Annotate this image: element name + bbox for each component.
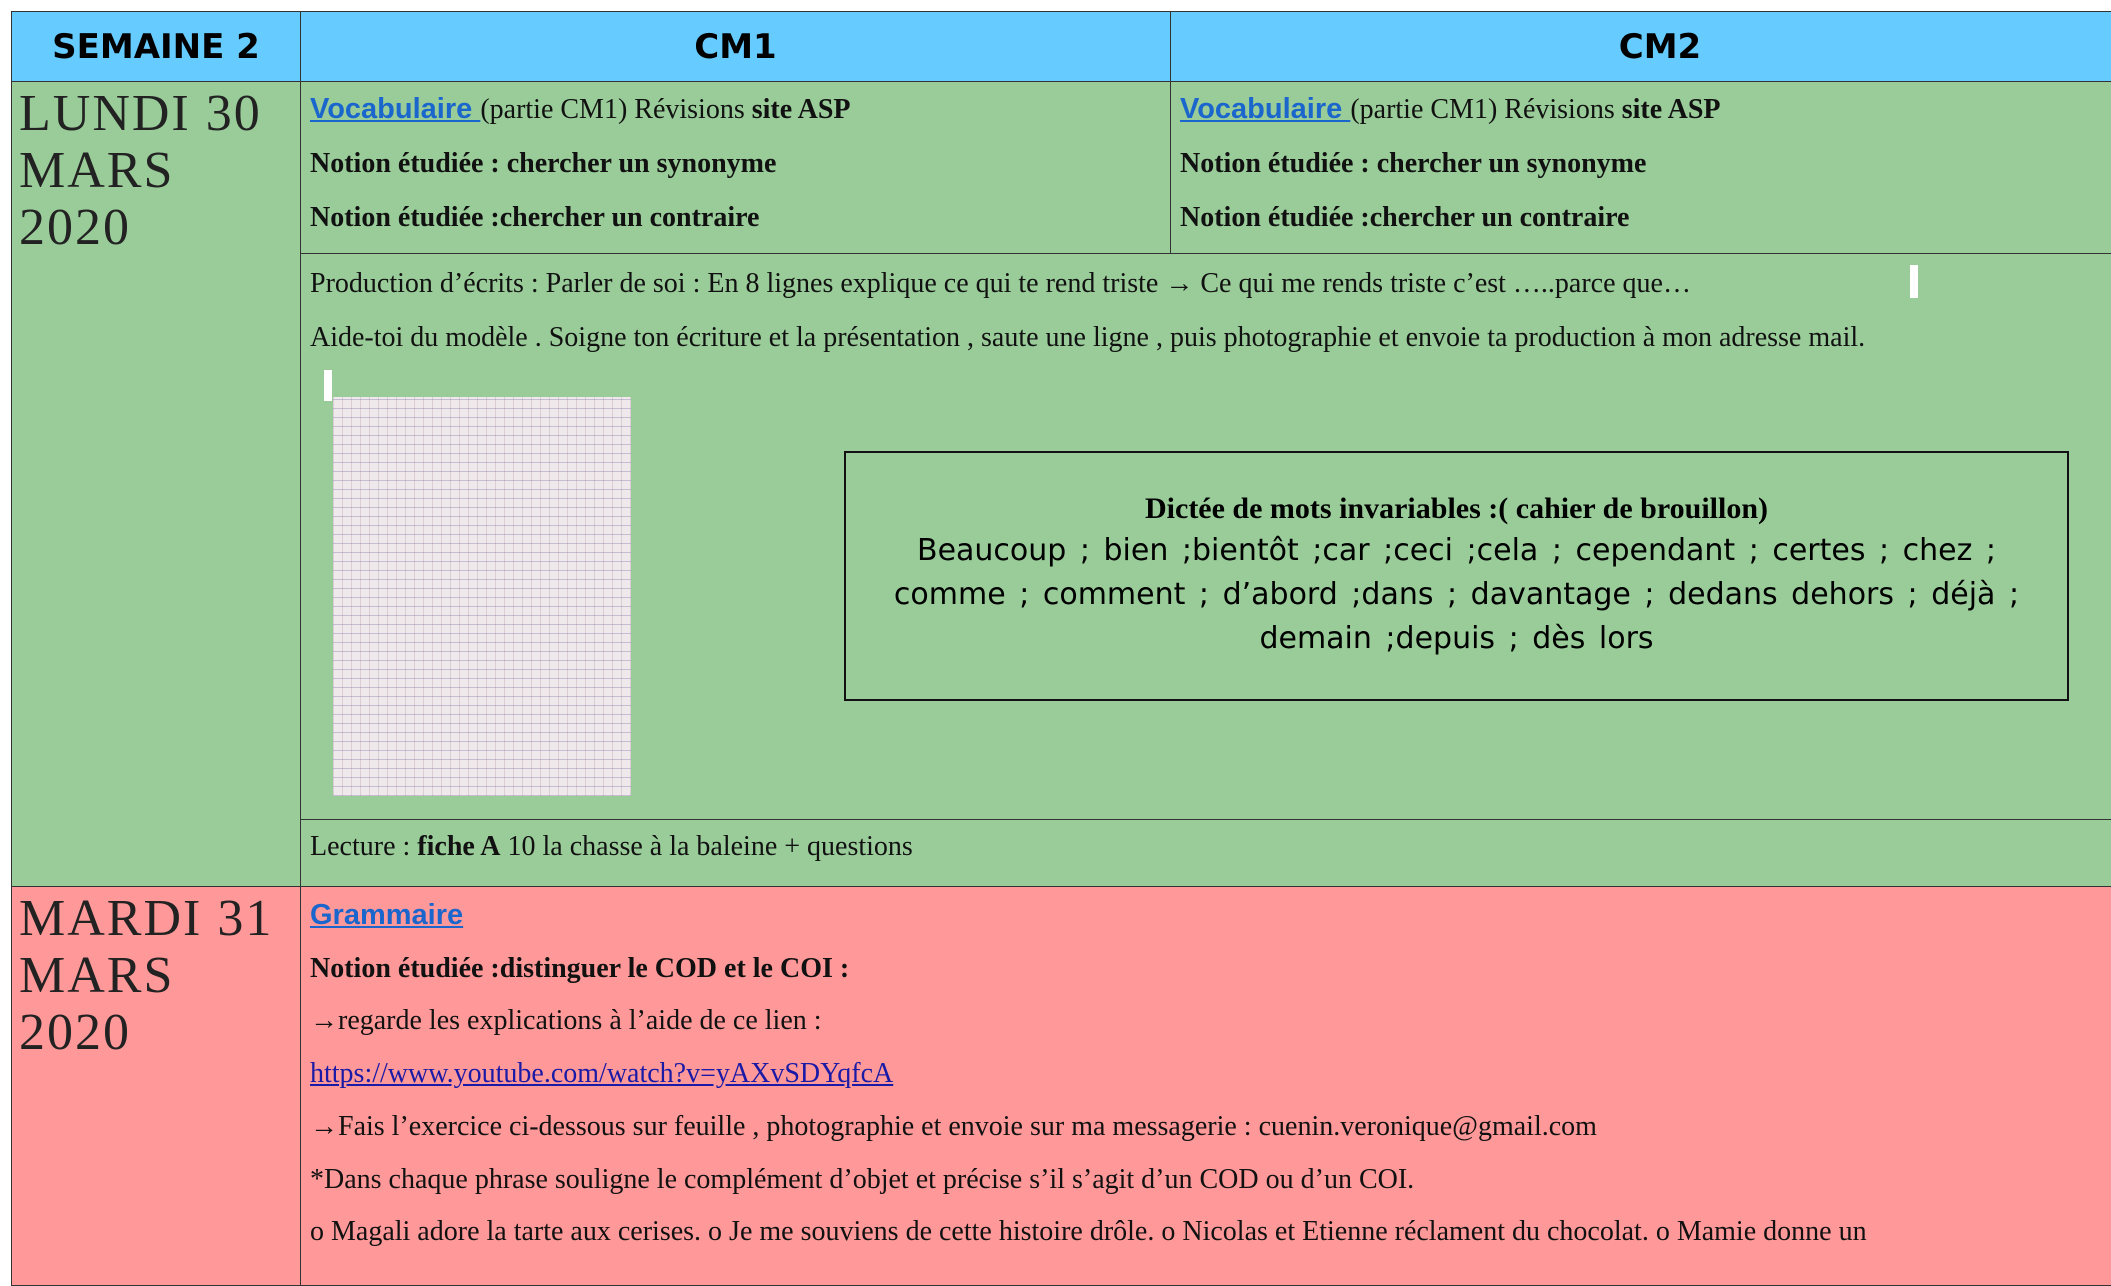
text: o Magali adore la tarte aux cerises. o J… [310, 1216, 1867, 1248]
text: Lecture : [310, 831, 418, 862]
page: SEMAINE 2 CM1 CM2 LUNDI 30 MARS 2020 Voc… [11, 11, 2111, 1286]
model-photo [333, 397, 631, 796]
dictee-title: Dictée de mots invariables :( cahier de … [1145, 492, 1768, 525]
grammar-cell: Grammaire Notion étudiée :distinguer le … [300, 886, 2111, 1286]
cm2-cell: Vocabulaire (partie CM1) Révisions site … [1170, 81, 2111, 254]
day-label: LUNDI 30 MARS 2020 [11, 81, 301, 887]
notion: Notion étudiée : chercher un synonyme [1180, 148, 1647, 179]
text: Aide-toi du modèle . Soigne ton écriture… [310, 322, 1866, 353]
notion: Notion étudiée : chercher un synonyme [310, 148, 777, 179]
header-week: SEMAINE 2 [11, 11, 301, 82]
lecture: Lecture : fiche A 10 la chasse à la bale… [310, 820, 2111, 874]
cm2-title: Vocabulaire (partie CM1) Révisions site … [1180, 82, 2111, 137]
notion: Notion étudiée :chercher un contraire [1180, 202, 1630, 233]
link[interactable]: Vocabulaire [310, 93, 481, 125]
header-cm1: CM1 [300, 11, 1171, 82]
text: site ASP [1621, 94, 1721, 125]
link[interactable]: Vocabulaire [1180, 93, 1351, 125]
text: →regarde les explications à l’aide de ce… [310, 1005, 822, 1037]
dictee-words: Beaucoup ; bien ;bientôt ;car ;ceci ;cel… [893, 533, 2020, 656]
text: site ASP [751, 94, 851, 125]
url-line: https://www.youtube.com/watch?v=yAXvSDYq… [310, 1048, 2111, 1101]
marker [1910, 265, 1918, 298]
marker [324, 370, 332, 401]
text: 10 la chasse à la baleine + questions [500, 831, 913, 862]
day-label: MARDI 31 MARS 2020 [11, 886, 301, 1286]
dictee-box: Dictée de mots invariables :( cahier de … [844, 451, 2069, 701]
cm1-title: Vocabulaire (partie CM1) Révisions site … [310, 82, 1170, 137]
notion: Notion étudiée :chercher un contraire [310, 202, 760, 233]
text: →Fais l’exercice ci-dessous sur feuille … [310, 1110, 1597, 1142]
heading: Grammaire [310, 889, 2111, 943]
link[interactable]: https://www.youtube.com/watch?v=yAXvSDYq… [310, 1058, 894, 1090]
text: fiche A [417, 831, 501, 862]
text: (partie CM1) Révisions [480, 94, 752, 125]
link[interactable]: Grammaire [310, 899, 464, 931]
cm1-cell: Vocabulaire (partie CM1) Révisions site … [300, 81, 1171, 254]
text: (partie CM1) Révisions [1350, 94, 1622, 125]
lecture-cell: Lecture : fiche A 10 la chasse à la bale… [300, 819, 2111, 887]
text: Production d’écrits : Parler de soi : En… [310, 268, 1691, 299]
notion: Notion étudiée :distinguer le COD et le … [310, 952, 850, 984]
text: *Dans chaque phrase souligne le compléme… [310, 1163, 1415, 1195]
header-cm2: CM2 [1170, 11, 2111, 82]
